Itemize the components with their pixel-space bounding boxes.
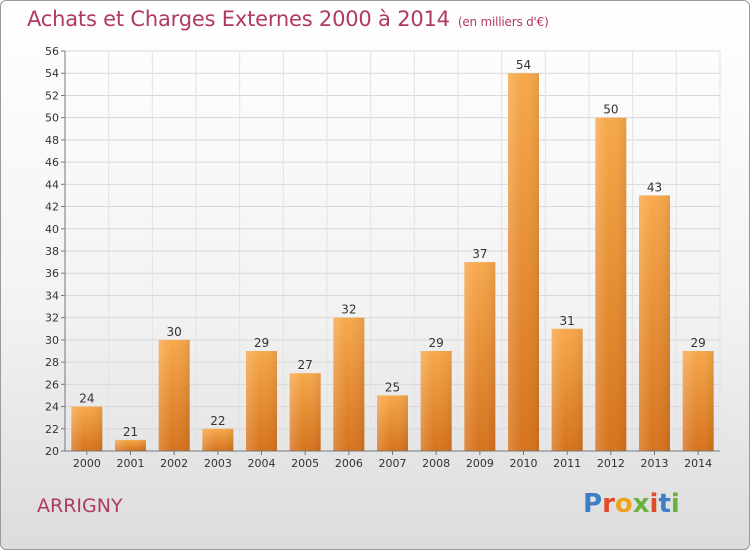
y-tick-label: 28: [45, 356, 59, 369]
bar-value-label: 29: [429, 336, 444, 350]
y-tick-label: 44: [45, 178, 59, 191]
bar-shade-2005: [289, 373, 321, 451]
bars: 24 21 30 22 29 27 32 25 29 37 54 31 50 43 29: [71, 58, 714, 452]
x-tick-label: 2012: [597, 457, 625, 470]
bar-value-label: 21: [123, 425, 138, 439]
bar-shade-2010: [508, 73, 539, 451]
bar-value-label: 31: [560, 314, 575, 328]
x-tick-label: 2014: [684, 457, 712, 470]
y-tick-label: 40: [45, 223, 59, 236]
bar-value-label: 25: [385, 380, 400, 394]
x-tick-label: 2004: [248, 457, 276, 470]
logo-letter: i: [670, 489, 680, 519]
bar-shade-2014: [682, 351, 714, 451]
y-tick-label: 36: [45, 267, 59, 280]
x-tick-label: 2001: [117, 457, 145, 470]
bar-value-label: 50: [603, 103, 618, 117]
y-tick-label: 24: [45, 401, 59, 414]
x-tick-label: 2009: [466, 457, 494, 470]
bar-shade-2006: [333, 317, 365, 451]
y-tick-label: 32: [45, 312, 59, 325]
proxiti-logo[interactable]: Proxiti: [583, 489, 680, 519]
x-axis: 2000 2001 2002 2003 2004 2005 2006 2007 2008 2009…: [65, 450, 720, 470]
y-tick-label: 46: [45, 156, 59, 169]
bar-shade-2000: [71, 406, 103, 451]
logo-letter: i: [649, 489, 659, 519]
y-tick-label: 34: [45, 289, 59, 302]
bar-value-label: 29: [691, 336, 706, 350]
x-tick-label: 2000: [73, 457, 101, 470]
y-tick-label: 56: [45, 45, 59, 58]
x-tick-label: 2010: [510, 457, 538, 470]
bar-shade-2003: [202, 428, 234, 451]
bar-value-label: 32: [341, 303, 356, 317]
bar-value-label: 43: [647, 180, 662, 194]
y-tick-label: 22: [45, 423, 59, 436]
x-tick-label: 2005: [291, 457, 319, 470]
bar-value-label: 54: [516, 58, 531, 72]
y-tick-label: 30: [45, 334, 59, 347]
bar-value-label: 22: [210, 414, 225, 428]
logo-letter: t: [658, 489, 671, 519]
bar-shade-2007: [377, 395, 408, 451]
y-tick-label: 20: [45, 445, 59, 458]
y-tick-label: 42: [45, 201, 59, 214]
x-tick-label: 2008: [422, 457, 450, 470]
bar-shade-2013: [639, 195, 670, 451]
x-tick-label: 2013: [641, 457, 669, 470]
y-axis: 20 22 24 26 28 30 32 34 36 38 40 42 44 46 48 50 52 54 56: [45, 45, 66, 458]
chart-subtitle: (en milliers d'€): [457, 15, 549, 29]
logo-letter: r: [602, 489, 615, 519]
y-tick-label: 54: [45, 67, 59, 80]
bar-shade-2009: [464, 262, 496, 451]
x-tick-label: 2002: [160, 457, 188, 470]
y-tick-label: 26: [45, 378, 59, 391]
bar-value-label: 29: [254, 336, 269, 350]
y-tick-label: 48: [45, 134, 59, 147]
chart-title-text: Achats et Charges Externes 2000 à 2014: [27, 7, 450, 31]
bar-shade-2001: [115, 439, 146, 451]
x-tick-label: 2006: [335, 457, 363, 470]
y-tick-label: 50: [45, 112, 59, 125]
y-tick-label: 38: [45, 245, 59, 258]
commune-name: ARRIGNY: [37, 495, 123, 517]
bar-shade-2008: [420, 351, 452, 451]
y-tick-label: 52: [45, 89, 59, 102]
bar-value-label: 27: [298, 358, 313, 372]
bar-shade-2011: [551, 328, 583, 451]
logo-letter: x: [632, 489, 650, 519]
logo-letter: P: [583, 489, 603, 519]
x-tick-label: 2011: [553, 457, 581, 470]
logo-letter: o: [614, 489, 633, 519]
bar-value-label: 37: [472, 247, 487, 261]
bar-value-label: 24: [79, 392, 94, 406]
chart-title: Achats et Charges Externes 2000 à 2014 (e…: [27, 7, 549, 31]
x-tick-label: 2003: [204, 457, 232, 470]
x-tick-label: 2007: [379, 457, 407, 470]
bar-shade-2012: [595, 117, 627, 452]
bar-value-label: 30: [167, 325, 182, 339]
bar-shade-2004: [246, 351, 277, 451]
bar-shade-2002: [158, 339, 190, 451]
